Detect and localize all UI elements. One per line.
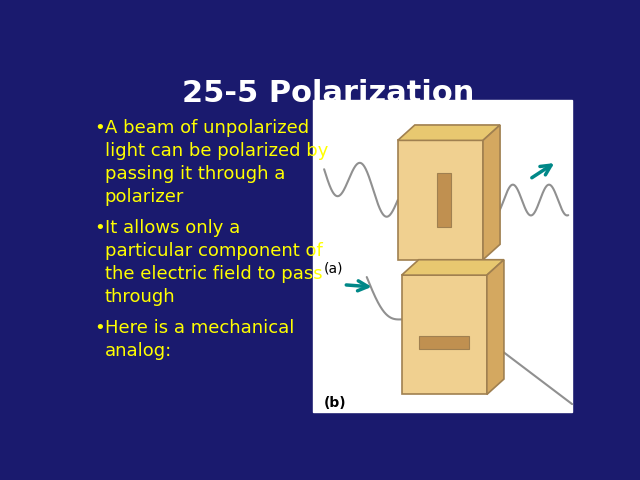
Text: (b): (b) (324, 396, 347, 410)
Text: A beam of unpolarized
light can be polarized by
passing it through a
polarizer: A beam of unpolarized light can be polar… (105, 119, 328, 206)
Text: 25-5 Polarization: 25-5 Polarization (182, 79, 474, 108)
Polygon shape (402, 260, 504, 275)
Text: It allows only a
particular component of
the electric field to pass
through: It allows only a particular component of… (105, 219, 323, 306)
Polygon shape (397, 140, 483, 260)
Text: Here is a mechanical
analog:: Here is a mechanical analog: (105, 319, 294, 360)
Text: •: • (94, 319, 105, 337)
Polygon shape (437, 173, 451, 227)
Polygon shape (397, 125, 500, 140)
Text: (a): (a) (324, 262, 344, 276)
Polygon shape (419, 336, 469, 349)
Bar (312, 100, 572, 412)
Polygon shape (487, 260, 504, 395)
Polygon shape (402, 275, 487, 395)
Text: •: • (94, 119, 105, 137)
Polygon shape (483, 125, 500, 260)
Text: •: • (94, 219, 105, 237)
